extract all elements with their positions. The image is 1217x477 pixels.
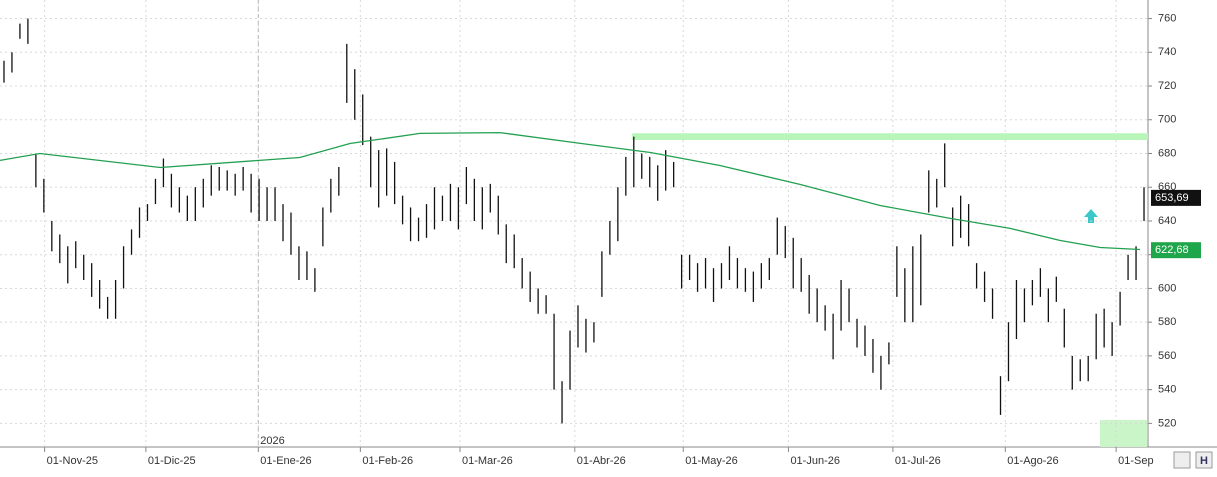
x-tick-label: 01-Abr-26 <box>577 455 626 467</box>
y-tick-label: 600 <box>1158 282 1176 294</box>
highlight-box <box>1100 420 1147 447</box>
toolbar-icon[interactable] <box>1173 451 1191 469</box>
x-tick-label: 01-Ago-26 <box>1007 455 1058 467</box>
x-tick-label: 01-Sep <box>1118 455 1153 467</box>
y-tick-label: 740 <box>1158 46 1176 58</box>
y-tick-label: 580 <box>1158 316 1176 328</box>
x-tick-label: 01-Dic-25 <box>148 455 196 467</box>
x-tick-label: 01-Mar-26 <box>462 455 513 467</box>
y-tick-label: 760 <box>1158 12 1176 24</box>
x-tick-label: 01-May-26 <box>685 455 738 467</box>
x-tick-label: 01-Jul-26 <box>895 455 941 467</box>
x-tick-label: 01-Nov-25 <box>47 455 98 467</box>
price-tag <box>1151 242 1201 259</box>
year-label: 2026 <box>260 435 284 447</box>
axis-panel <box>1148 0 1217 472</box>
y-tick-label: 700 <box>1158 114 1176 126</box>
y-tick-label: 640 <box>1158 215 1176 227</box>
moving-average <box>0 131 1141 251</box>
arrow-up <box>1084 209 1098 223</box>
resistance-zone <box>632 133 1148 141</box>
toolbar-icon[interactable] <box>1195 451 1213 469</box>
icon-glyph: H <box>1200 455 1208 467</box>
x-tick-label: 01-Feb-26 <box>362 455 413 467</box>
y-tick-label: 540 <box>1158 384 1176 396</box>
price-tag-label: 653,69 <box>1155 192 1189 204</box>
price-tag-label: 622,68 <box>1155 244 1189 256</box>
y-tick-label: 560 <box>1158 350 1176 362</box>
y-tick-label: 520 <box>1158 417 1176 429</box>
price-tag <box>1151 189 1201 206</box>
x-tick-label: 01-Jun-26 <box>790 455 840 467</box>
y-tick-label: 720 <box>1158 80 1176 92</box>
x-tick-label: 01-Ene-26 <box>260 455 311 467</box>
y-tick-label: 680 <box>1158 147 1176 159</box>
